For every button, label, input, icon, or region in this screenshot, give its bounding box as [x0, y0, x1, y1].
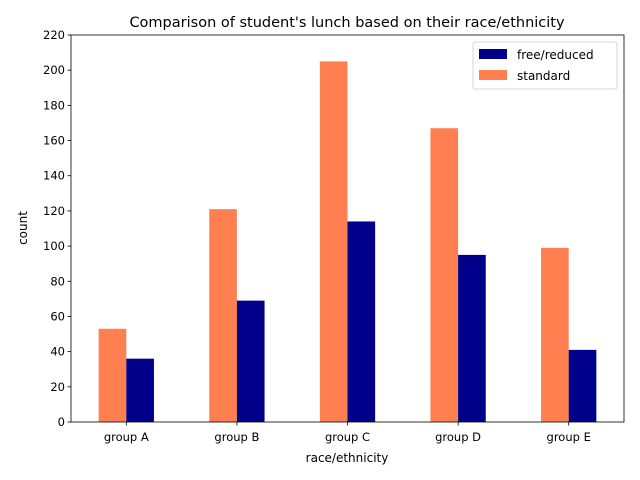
y-tick-label: 220: [43, 28, 65, 42]
y-tick-label: 120: [43, 204, 65, 218]
y-tick-label: 60: [50, 309, 65, 323]
bar-standard-group-b: [209, 209, 237, 422]
y-tick-label: 140: [43, 169, 65, 183]
legend-label: free/reduced: [517, 48, 594, 62]
y-tick-label: 0: [58, 415, 65, 429]
bar-standard-group-d: [430, 128, 459, 422]
x-tick-label: group B: [214, 430, 259, 444]
x-tick-label: group D: [435, 430, 481, 444]
y-tick-label: 40: [50, 345, 65, 359]
x-tick-label: group C: [325, 430, 370, 444]
y-tick-label: 100: [43, 239, 65, 253]
bar-standard-group-a: [98, 328, 127, 422]
y-axis: 0 20 40 60 80 100 120 140 160 180 200 220: [43, 28, 71, 429]
bar-free-reduced-group-a: [126, 358, 154, 422]
bar-standard-group-e: [541, 247, 569, 422]
legend-frame: [472, 41, 618, 90]
legend-swatch: [479, 70, 507, 80]
chart-title: Comparison of student's lunch based on t…: [129, 15, 565, 31]
x-tick-label: group E: [547, 430, 591, 444]
y-tick-label: 200: [43, 63, 65, 77]
y-axis-label: count: [16, 211, 30, 245]
plot-frame: [70, 34, 625, 423]
y-tick-label: 20: [50, 380, 65, 394]
x-axis-label: race/ethnicity: [306, 451, 389, 465]
y-tick-label: 160: [43, 134, 65, 148]
x-axis: group A group B group C group D group E: [104, 422, 591, 444]
bar-standard-group-c: [319, 61, 348, 423]
bar-free-reduced-group-c: [347, 221, 376, 422]
y-tick-label: 80: [50, 274, 65, 288]
y-tick-label: 180: [43, 98, 65, 112]
legend-swatch: [479, 49, 507, 59]
bars-group: [98, 61, 597, 423]
bar-free-reduced-group-e: [568, 349, 597, 422]
bar-free-reduced-group-d: [458, 254, 486, 422]
bar-free-reduced-group-b: [236, 300, 265, 422]
legend: free/reduced standard: [472, 41, 618, 90]
x-tick-label: group A: [104, 430, 149, 444]
legend-label: standard: [517, 69, 570, 83]
